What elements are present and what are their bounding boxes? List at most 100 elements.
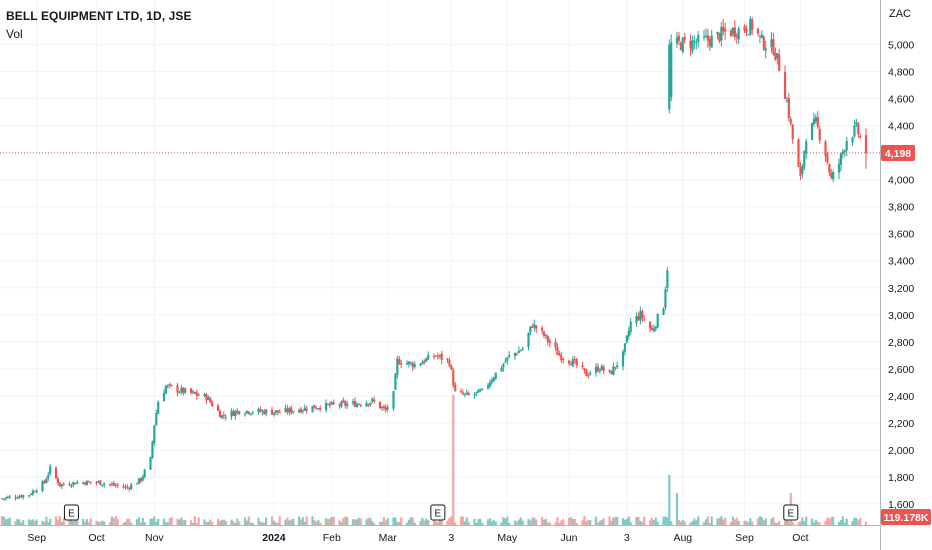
volume-bar (575, 522, 578, 525)
candle-body (758, 35, 762, 37)
volume-bar (60, 521, 63, 525)
candle-body (695, 42, 698, 44)
volume-bar (706, 516, 709, 525)
candle-body (662, 308, 665, 316)
volume-bar (602, 518, 605, 525)
volume-bar (342, 517, 345, 525)
volume-bar (108, 522, 112, 525)
candle-body (342, 400, 345, 403)
candle-body (614, 367, 617, 369)
candle-body (164, 386, 168, 394)
candle-body (473, 394, 476, 396)
volume-bar (758, 516, 762, 525)
volume-bar (288, 520, 291, 525)
candle-body (587, 375, 590, 377)
candle-body (122, 486, 125, 488)
volume-bar (56, 519, 60, 525)
candle-body (259, 409, 262, 412)
candle-body (18, 496, 21, 498)
volume-bar (583, 516, 586, 525)
candle-body (43, 480, 46, 483)
candle-body (855, 122, 858, 125)
volume-bar (135, 519, 139, 525)
volume-bar (114, 516, 117, 525)
candle-body (2, 498, 6, 500)
candle-body (89, 481, 92, 483)
time-tick-label: Aug (673, 532, 692, 544)
earnings-marker[interactable]: E (430, 504, 446, 521)
candle-body (504, 361, 507, 363)
candle-body (299, 408, 303, 413)
candle-body (751, 19, 754, 30)
volume-bar (587, 520, 590, 525)
volume-bar (16, 518, 19, 525)
earnings-marker[interactable]: E (63, 504, 79, 521)
volume-bar (392, 517, 395, 525)
volume-bar (297, 516, 301, 525)
candle-body (124, 486, 127, 488)
volume-bar (724, 517, 727, 525)
volume-bar (222, 519, 225, 525)
candle-body (693, 41, 696, 43)
candle-body (74, 482, 77, 485)
volume-bar (864, 521, 868, 525)
candle-body (772, 39, 775, 55)
candle-body (562, 358, 565, 360)
candle-body (486, 385, 490, 389)
candle-body (841, 151, 844, 155)
volume-bar (612, 517, 615, 525)
volume-bar (81, 518, 85, 525)
volume-histogram (0, 395, 868, 525)
candle-body (531, 327, 534, 329)
volume-bar (238, 521, 241, 525)
candle-body (151, 441, 154, 458)
candle-body (596, 366, 600, 372)
chart-legend: BELL EQUIPMENT LTD, 1D, JSE Vol (6, 8, 192, 42)
candle-body (346, 403, 349, 407)
volume-bar (535, 519, 538, 525)
volume-bar (68, 517, 71, 525)
candle-body (843, 150, 846, 153)
candle-body (502, 364, 505, 368)
volume-bar (562, 519, 565, 525)
candle-body (729, 30, 733, 37)
volume-bar (130, 522, 133, 525)
volume-bar (816, 521, 819, 525)
candle-body (205, 394, 208, 401)
volume-bar (697, 516, 700, 525)
candle-body (612, 366, 615, 375)
volume-bar (718, 517, 721, 525)
volume-bar (558, 522, 561, 525)
candle-body (85, 480, 88, 486)
volume-bar (74, 520, 77, 525)
volume-bar (610, 520, 613, 525)
candle-body (176, 385, 179, 393)
volume-bar (853, 517, 856, 525)
volume-bar (560, 520, 563, 525)
candle-body (409, 362, 412, 364)
volume-bar (454, 522, 457, 525)
candle-body (180, 387, 183, 392)
volume-bar (353, 519, 357, 525)
earnings-marker[interactable]: E (783, 504, 799, 521)
candle-body (31, 490, 34, 495)
candle-body (274, 410, 277, 413)
price-tick-label: 3,800 (888, 202, 914, 214)
candle-body (29, 494, 33, 496)
candle-body (621, 351, 625, 367)
candle-body (677, 35, 681, 41)
volume-bar (448, 517, 451, 525)
volume-bar (99, 521, 102, 525)
volume-bar (465, 517, 468, 525)
candle-body (718, 33, 721, 42)
volume-bar (101, 520, 104, 525)
candle-body (787, 98, 790, 119)
symbol-title: BELL EQUIPMENT LTD, 1D, JSE (6, 9, 192, 23)
candle-body (292, 411, 295, 413)
candle-body (517, 350, 520, 354)
volume-bar (814, 519, 817, 525)
candle-body (332, 402, 335, 404)
